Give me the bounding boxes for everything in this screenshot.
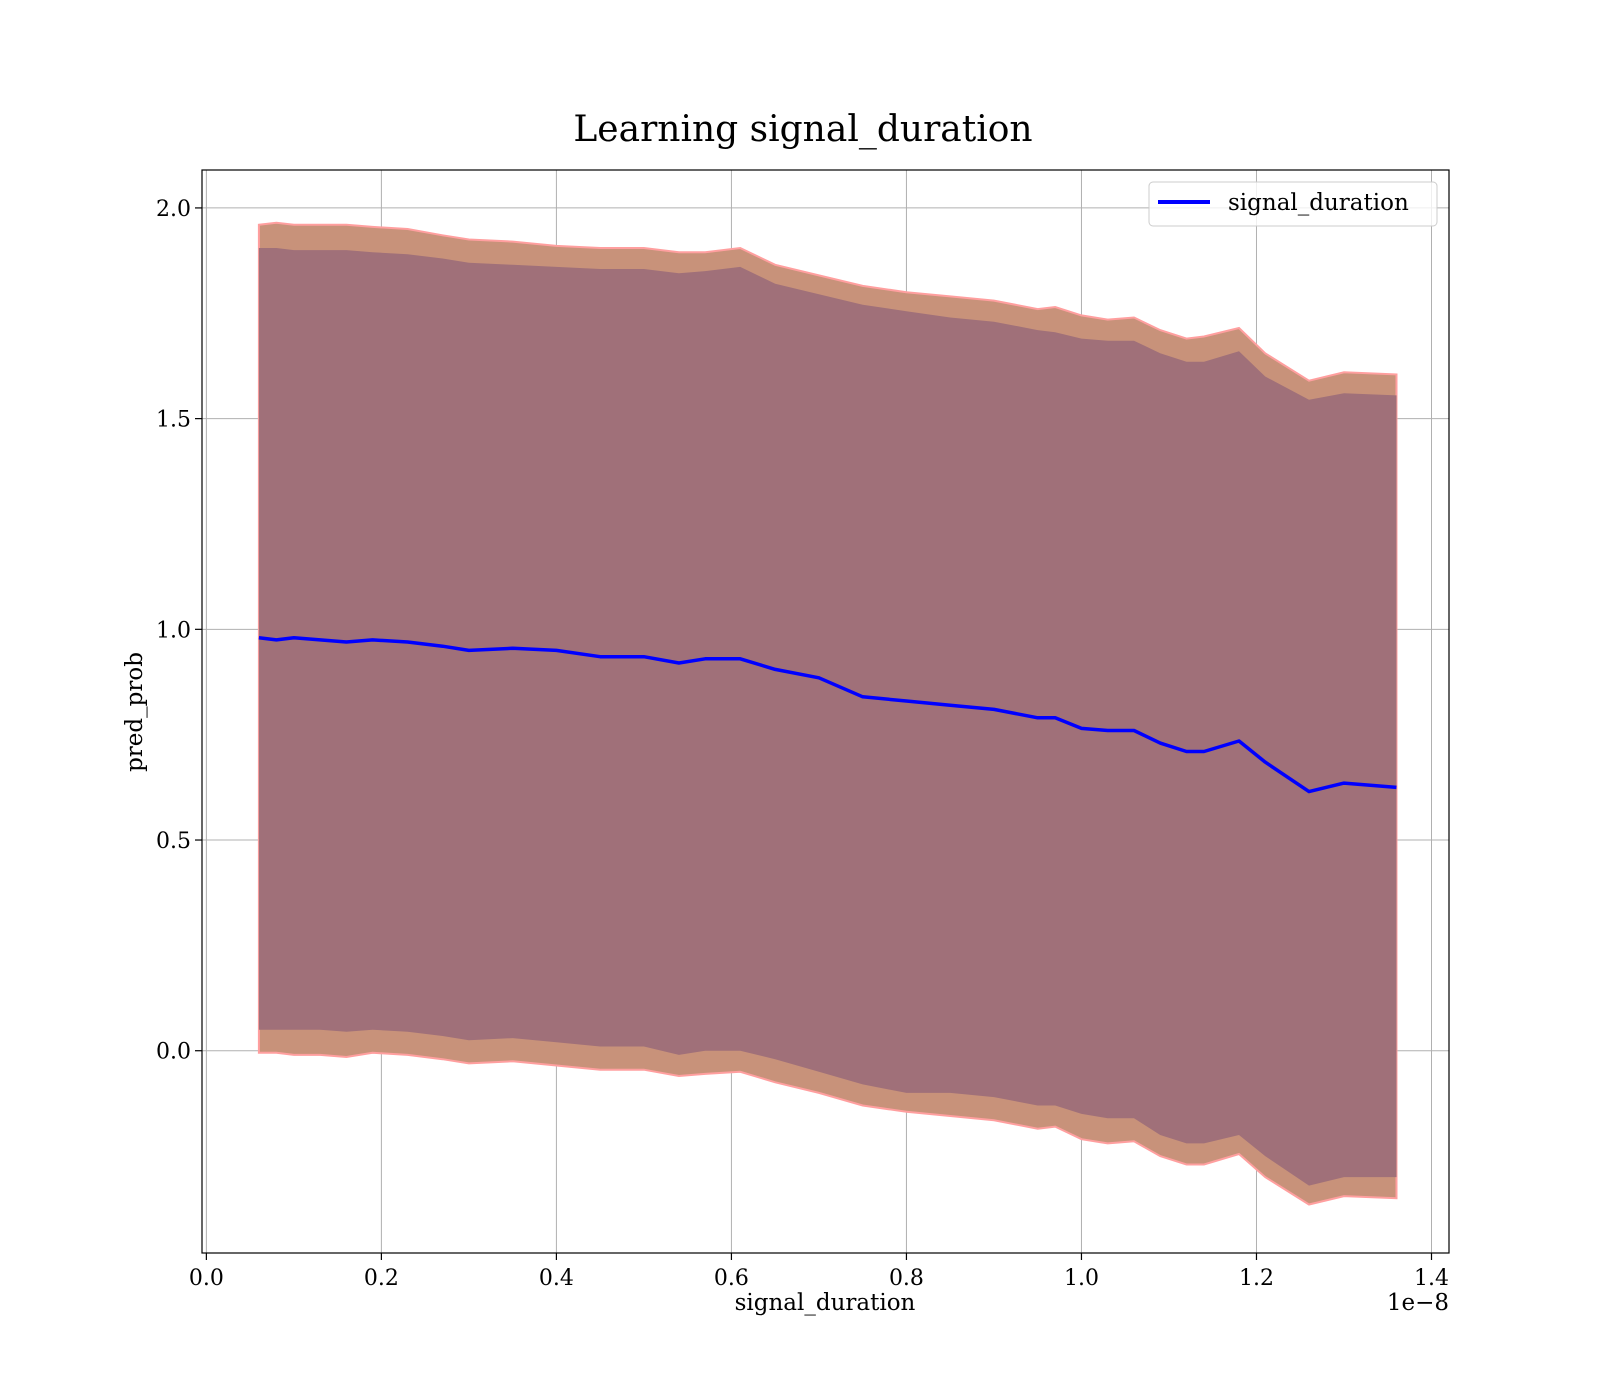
y-tick-label: 1.0: [156, 618, 191, 643]
x-tick-label: 1.2: [1239, 1266, 1274, 1291]
confidence-bands: [257, 221, 1398, 1206]
legend-entry-label: signal_duration: [1228, 190, 1409, 216]
x-axis-label: signal_duration: [735, 1290, 916, 1316]
x-tick-label: 1.4: [1414, 1266, 1449, 1291]
x-tick-label: 0.2: [364, 1266, 399, 1291]
x-tick-label: 0.4: [539, 1266, 574, 1291]
x-tick-label: 0.0: [189, 1266, 224, 1291]
y-tick-label: 2.0: [156, 197, 191, 222]
series-line-signal-duration: [258, 636, 1397, 794]
x-tick-label: 1.0: [1064, 1266, 1099, 1291]
inner-confidence-band: [258, 248, 1397, 1186]
y-axis-label: pred_prob: [122, 652, 148, 772]
plot-area: [201, 169, 1450, 1254]
legend-box: [1148, 181, 1438, 227]
series-lines: [258, 636, 1397, 794]
legend: signal_duration: [1148, 181, 1438, 227]
y-axis-ticks: 0.0 0.5 1.0 1.5 2.0: [156, 197, 202, 1065]
x-axis-offset-text: 1e−8: [1387, 1290, 1449, 1316]
x-tick-label: 0.8: [889, 1266, 924, 1291]
chart-title: Learning signal_duration: [573, 109, 1032, 150]
y-tick-label: 0.0: [156, 1040, 191, 1065]
x-tick-label: 0.6: [714, 1266, 749, 1291]
x-axis-ticks: 0.0 0.2 0.4 0.6 0.8 1.0 1.2 1.4: [189, 1253, 1449, 1291]
y-tick-label: 1.5: [156, 408, 191, 433]
y-tick-label: 0.5: [156, 829, 191, 854]
plot-frame: [201, 169, 1450, 1254]
